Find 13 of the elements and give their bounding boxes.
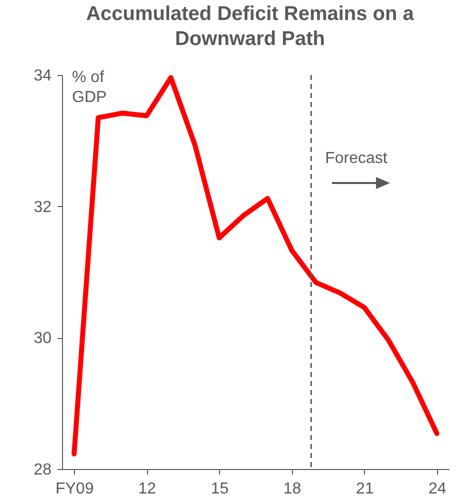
x-tick-label: 24 [428, 480, 446, 498]
y-tick-label: 32 [34, 198, 52, 216]
ref-line-label: Forecast [325, 150, 388, 167]
chart-title: Accumulated Deficit Remains on a Downward Path [85, 2, 415, 52]
x-tick-label: 21 [356, 480, 374, 498]
y-tick-label: 34 [34, 68, 52, 84]
x-tick-label: 15 [210, 480, 229, 498]
y-tick-label: 28 [34, 462, 52, 478]
y-tick-label: 30 [34, 330, 52, 348]
y-axis-title: % of GDP [72, 68, 108, 108]
x-tick-label: 18 [283, 480, 302, 498]
x-tick-label: 12 [138, 480, 156, 498]
x-tick-label: FY09 [55, 480, 94, 498]
